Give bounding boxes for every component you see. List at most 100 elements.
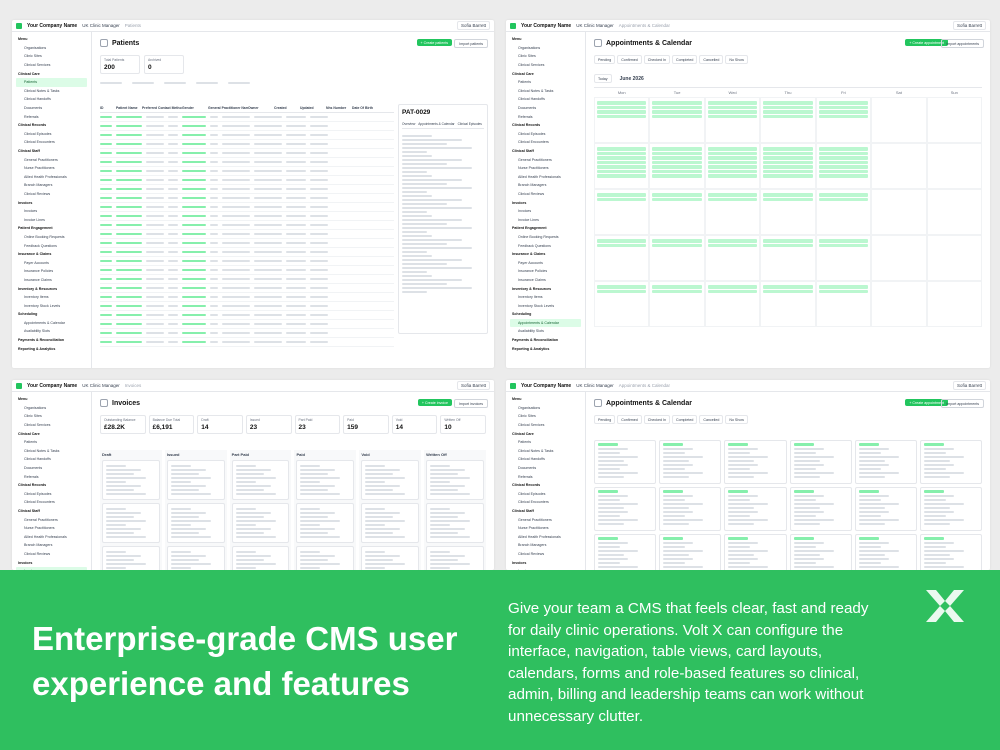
nav-item[interactable]: Clinical Notes & Tasks: [24, 88, 60, 93]
nav-item[interactable]: Invoices: [16, 566, 87, 570]
nav-item[interactable]: Inventory Items: [24, 295, 49, 300]
status-chip[interactable]: No Show: [725, 55, 748, 64]
status-chip[interactable]: Checked In: [643, 55, 670, 64]
nav-item[interactable]: Clinical Handoffs: [518, 457, 545, 462]
nav-item[interactable]: Clinic Sites: [518, 54, 536, 59]
primary-button[interactable]: + Create appointment: [905, 39, 948, 46]
nav-item[interactable]: Clinic Sites: [518, 414, 536, 419]
nav-section[interactable]: Clinical Care: [18, 71, 40, 76]
nav-item[interactable]: Clinical Episodes: [24, 491, 52, 496]
nav-item[interactable]: Allied Health Professionals: [24, 174, 67, 179]
nav-item[interactable]: Availability Slots: [24, 329, 50, 334]
nav-item[interactable]: Insurance Claims: [518, 277, 546, 282]
nav-item[interactable]: General Practitioners: [24, 517, 58, 522]
column-header[interactable]: Updated: [300, 106, 314, 110]
nav-item[interactable]: Invoices: [24, 209, 38, 214]
nav-item[interactable]: Branch Managers: [24, 183, 53, 188]
nav-item[interactable]: Clinical Episodes: [518, 131, 546, 136]
nav-item[interactable]: Organisations: [518, 405, 541, 410]
status-chip[interactable]: Confirmed: [617, 55, 642, 64]
nav-section[interactable]: Patient Engagement: [512, 226, 547, 231]
status-chip[interactable]: Cancelled: [699, 415, 724, 424]
column-header[interactable]: Patient Name: [116, 106, 138, 110]
nav-item[interactable]: Clinical Services: [518, 423, 545, 428]
status-chip[interactable]: No Show: [725, 415, 748, 424]
today-button[interactable]: Today: [594, 74, 612, 83]
nav-item[interactable]: Clinical Episodes: [24, 131, 52, 136]
detail-tab[interactable]: Clinical Episodes: [457, 122, 482, 126]
nav-item[interactable]: Invoices: [518, 209, 532, 214]
nav-item[interactable]: Appointments & Calendar: [510, 318, 581, 328]
column-header[interactable]: Gender: [182, 106, 194, 110]
nav-item[interactable]: Organisations: [518, 45, 541, 50]
nav-item[interactable]: Online Booking Requests: [518, 234, 559, 239]
user-menu[interactable]: Sofia Barrett: [952, 381, 986, 390]
nav-section[interactable]: Clinical Staff: [512, 509, 534, 514]
nav-item[interactable]: Clinical Services: [518, 63, 545, 68]
nav-section[interactable]: Insurance & Claims: [512, 252, 546, 257]
nav-item[interactable]: Clinical Notes & Tasks: [24, 448, 60, 453]
status-chip[interactable]: Completed: [671, 55, 698, 64]
nav-item[interactable]: Clinical Encounters: [518, 140, 549, 145]
column-header[interactable]: Created: [274, 106, 287, 110]
nav-item[interactable]: Referrals: [518, 114, 533, 119]
nav-item[interactable]: Availability Slots: [518, 329, 544, 334]
nav-section[interactable]: Clinical Care: [512, 431, 534, 436]
nav-item[interactable]: General Practitioners: [24, 157, 58, 162]
nav-item[interactable]: Inventory Items: [518, 295, 543, 300]
nav-item[interactable]: Insurance Claims: [24, 277, 52, 282]
user-menu[interactable]: Sofia Barrett: [456, 21, 490, 30]
status-chip[interactable]: Confirmed: [617, 415, 642, 424]
nav-section[interactable]: Invoices: [18, 560, 33, 565]
nav-item[interactable]: Clinical Services: [24, 63, 51, 68]
nav-item[interactable]: Allied Health Professionals: [518, 174, 561, 179]
detail-tab[interactable]: Appointments & Calendar: [418, 122, 455, 126]
nav-item[interactable]: Clinical Encounters: [518, 500, 549, 505]
nav-item[interactable]: Clinical Encounters: [24, 500, 55, 505]
nav-item[interactable]: Inventory Stock Levels: [24, 303, 61, 308]
user-menu[interactable]: Sofia Barrett: [952, 21, 986, 30]
status-chip[interactable]: Cancelled: [699, 55, 724, 64]
status-chip[interactable]: Pending: [594, 55, 616, 64]
nav-item[interactable]: Organisations: [24, 45, 47, 50]
nav-item[interactable]: Feedback Questions: [24, 243, 57, 248]
nav-item[interactable]: Branch Managers: [518, 183, 547, 188]
column-header[interactable]: Preferred Contact Method: [142, 106, 182, 110]
primary-button[interactable]: + Create patients: [416, 39, 452, 46]
detail-tab[interactable]: Overview: [402, 122, 416, 126]
nav-section[interactable]: Payments & Reconciliation: [18, 338, 65, 343]
nav-item[interactable]: Invoice Lines: [518, 217, 539, 222]
status-chip[interactable]: Checked In: [643, 415, 670, 424]
status-chip[interactable]: Pending: [594, 415, 616, 424]
nav-item[interactable]: General Practitioners: [518, 157, 552, 162]
nav-section[interactable]: Clinical Care: [18, 431, 40, 436]
nav-section[interactable]: Reporting & Analytics: [18, 346, 56, 351]
nav-section[interactable]: Clinical Records: [512, 123, 541, 128]
nav-item[interactable]: Referrals: [24, 474, 39, 479]
nav-item[interactable]: Patients: [16, 77, 87, 87]
nav-item[interactable]: Clinical Episodes: [518, 491, 546, 496]
nav-section[interactable]: Scheduling: [512, 312, 532, 317]
nav-item[interactable]: Feedback Questions: [518, 243, 551, 248]
nav-item[interactable]: Patients: [24, 440, 37, 445]
nav-item[interactable]: Invoices: [510, 567, 581, 570]
nav-item[interactable]: Clinical Reviews: [518, 551, 545, 556]
column-header[interactable]: ID: [100, 106, 104, 110]
nav-item[interactable]: Clinical Reviews: [518, 191, 545, 196]
nav-item[interactable]: Patients: [518, 80, 531, 85]
nav-item[interactable]: Nurse Practitioners: [518, 526, 549, 531]
nav-item[interactable]: Referrals: [518, 474, 533, 479]
nav-item[interactable]: Inventory Stock Levels: [518, 303, 555, 308]
nav-item[interactable]: Branch Managers: [518, 543, 547, 548]
nav-section[interactable]: Clinical Staff: [18, 509, 40, 514]
nav-section[interactable]: Inventory & Resources: [512, 286, 552, 291]
nav-section[interactable]: Invoices: [512, 200, 527, 205]
nav-item[interactable]: Clinical Handoffs: [518, 97, 545, 102]
nav-item[interactable]: Clinical Notes & Tasks: [518, 448, 554, 453]
nav-section[interactable]: Clinical Records: [18, 123, 47, 128]
secondary-button[interactable]: Import appointments: [941, 39, 984, 48]
nav-item[interactable]: Nurse Practitioners: [518, 166, 549, 171]
nav-item[interactable]: Documents: [518, 106, 537, 111]
nav-item[interactable]: Clinical Notes & Tasks: [518, 88, 554, 93]
nav-section[interactable]: Insurance & Claims: [18, 252, 52, 257]
